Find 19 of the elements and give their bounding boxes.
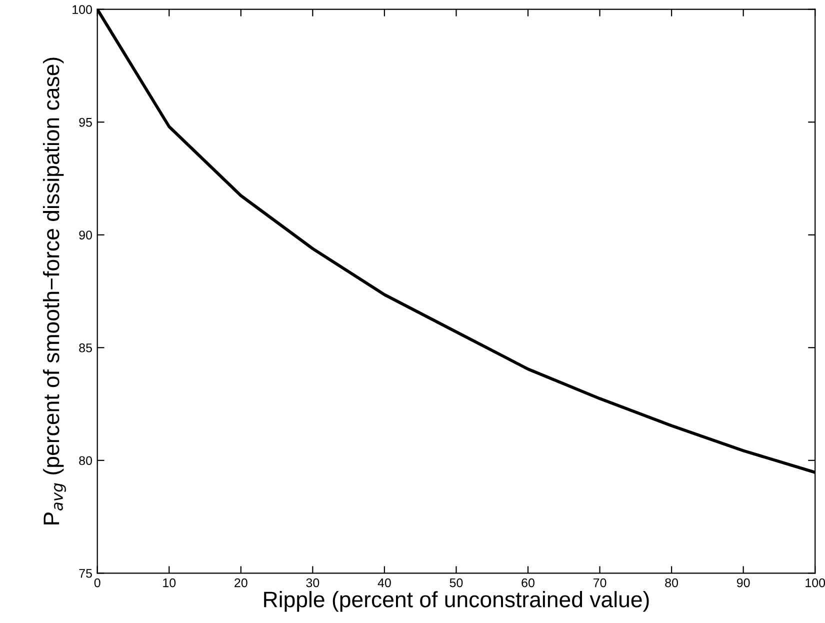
x-tick-label: 90	[736, 578, 750, 588]
y-tick-label: 95	[79, 118, 92, 127]
x-tick-label: 10	[163, 578, 176, 588]
x-tick-label: 70	[593, 578, 606, 588]
x-tick-label: 50	[450, 578, 463, 588]
y-tick-label: 80	[79, 456, 92, 466]
y-tick-label: 75	[79, 569, 92, 578]
x-tick-label: 20	[234, 578, 248, 588]
x-axis-title: Ripple (percent of unconstrained value)	[264, 591, 649, 612]
x-tick-label: 60	[522, 578, 534, 588]
x-tick-label: 0	[94, 578, 100, 588]
x-tick-label: 30	[306, 578, 320, 588]
x-tick-label: 80	[665, 578, 678, 588]
y-tick-label: 100	[72, 5, 92, 14]
y-tick-label: 85	[79, 343, 92, 352]
y-tick-label: 90	[79, 230, 92, 240]
x-tick-label: 40	[378, 578, 391, 588]
y-axis-title: P$_{avg}$ (percent of smooth−force dissipation case)	[42, 58, 66, 524]
x-tick-label: 100	[806, 578, 825, 588]
